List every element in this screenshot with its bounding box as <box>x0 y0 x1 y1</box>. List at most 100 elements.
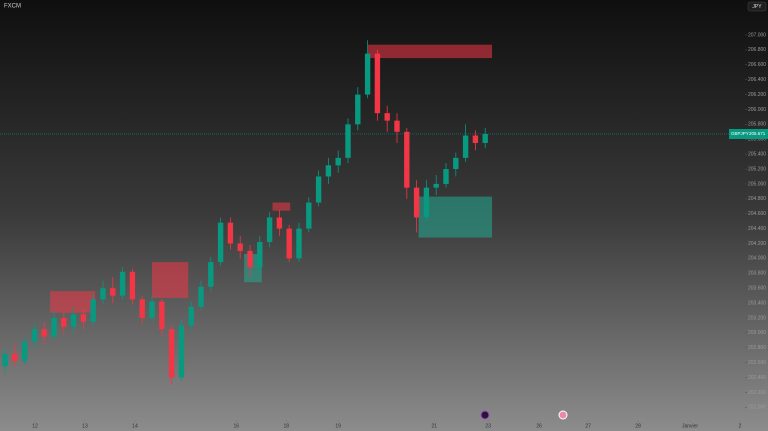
y-tick-label: 207.000 <box>748 32 766 38</box>
y-tick-label: 206.800 <box>748 47 766 53</box>
y-tick-label: 203.800 <box>748 271 766 277</box>
y-tick-label: 206.200 <box>748 92 766 98</box>
x-tick-label: 21 <box>431 423 437 429</box>
candle-body <box>296 228 302 259</box>
y-tick-label: 206.000 <box>748 107 766 113</box>
x-tick-label: 23 <box>485 423 491 429</box>
candle-body <box>266 217 273 243</box>
candle-body <box>404 131 410 188</box>
candle-body <box>345 124 351 158</box>
candle-body <box>178 325 185 378</box>
candle-body <box>90 299 96 322</box>
currency: JPY <box>752 4 762 10</box>
event-icon[interactable] <box>480 410 490 420</box>
x-tick-label: 14 <box>132 423 138 429</box>
event-icon[interactable] <box>558 410 568 420</box>
candle-body <box>374 53 381 114</box>
candle-body <box>443 169 449 184</box>
candle-body <box>129 271 136 300</box>
candle-body <box>306 202 312 229</box>
candle-body <box>394 120 400 132</box>
y-tick-label: 205.400 <box>748 151 766 157</box>
candle-body <box>51 317 57 337</box>
candle-body <box>41 329 47 337</box>
candle-body <box>31 329 38 342</box>
zone <box>367 44 493 59</box>
candle-body <box>12 353 18 362</box>
candle-body <box>198 286 204 307</box>
y-tick-label: 205.800 <box>748 122 766 128</box>
candle-body <box>453 157 459 170</box>
candle-body <box>433 183 439 188</box>
currency-badge[interactable] <box>747 1 767 12</box>
y-tick-label: 202.400 <box>748 375 766 381</box>
x-tick-label: 27 <box>585 423 591 429</box>
candle-body <box>286 228 292 259</box>
candle-body <box>159 301 165 330</box>
candle-body <box>139 299 145 318</box>
x-tick-label: 26 <box>536 423 542 429</box>
zone <box>272 202 291 211</box>
candle-body <box>315 176 322 203</box>
x-tick-label: 12 <box>32 423 38 429</box>
y-tick-label: 203.000 <box>748 330 766 336</box>
y-tick-label: 205.600 <box>748 137 766 143</box>
y-tick-label: 204.400 <box>748 226 766 232</box>
y-tick-label: 202.800 <box>748 345 766 351</box>
y-tick-label: 204.800 <box>748 196 766 202</box>
candle-body <box>110 288 116 296</box>
candle-body <box>472 135 479 143</box>
zone <box>50 291 96 313</box>
x-tick-label: 2 <box>739 423 742 429</box>
x-tick-label: 16 <box>233 423 239 429</box>
candle-body <box>61 317 67 327</box>
candle-body <box>276 217 283 229</box>
y-tick-label: 202.200 <box>748 390 766 396</box>
candle-body <box>21 341 28 362</box>
symbol-label: GBPJPY <box>731 131 749 136</box>
candle-body <box>100 288 106 300</box>
zone <box>151 262 189 298</box>
y-tick-label: 203.200 <box>748 315 766 321</box>
candle-body <box>227 222 234 244</box>
y-tick-label: 205.000 <box>748 181 766 187</box>
candle-body <box>168 329 175 378</box>
x-tick-label: 18 <box>283 423 289 429</box>
y-tick-label: 203.400 <box>748 300 766 306</box>
candle-body <box>335 157 341 166</box>
y-tick-label: 202.000 <box>748 405 766 411</box>
last-price-label: 205.671 <box>749 131 766 136</box>
candle-body <box>188 306 194 326</box>
candle-body <box>119 271 126 296</box>
candle-body <box>208 262 214 287</box>
candle-body <box>247 250 253 268</box>
y-tick-label: 206.600 <box>748 62 766 68</box>
candle-body <box>355 94 361 125</box>
candle-body <box>462 135 469 158</box>
candle-body <box>149 301 155 318</box>
candle-body <box>217 222 224 263</box>
y-tick-label: 202.600 <box>748 360 766 366</box>
candle-body <box>2 353 8 367</box>
candle-body <box>257 242 263 268</box>
last-price-badge <box>729 128 768 139</box>
x-tick-label: 19 <box>335 423 341 429</box>
candle-body <box>237 243 243 251</box>
y-tick-label: 204.200 <box>748 241 766 247</box>
y-tick-label: 203.600 <box>748 286 766 292</box>
x-tick-label: 13 <box>82 423 88 429</box>
y-tick-label: 206.400 <box>748 77 766 83</box>
candle-body <box>413 187 420 218</box>
x-tick-label: 28 <box>635 423 641 429</box>
candle-body <box>80 314 87 322</box>
chart-title: FXCM <box>4 4 21 10</box>
candle-body <box>364 53 371 95</box>
candle-body <box>325 165 332 177</box>
candle-body <box>70 314 77 327</box>
candle-body <box>384 113 390 121</box>
zone <box>418 196 493 238</box>
candle-body <box>423 187 430 218</box>
